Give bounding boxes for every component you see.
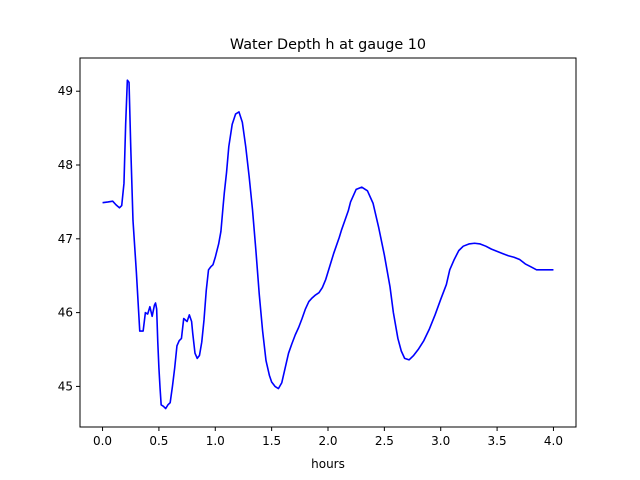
y-axis: 45 46 47 48 49	[58, 84, 80, 393]
x-axis-label: hours	[311, 457, 345, 471]
x-tick-label: 0.0	[93, 434, 112, 448]
y-tick-label: 47	[58, 232, 73, 246]
x-axis: 0.0 0.5 1.0 1.5 2.0 2.5 3.0 3.5 4.0	[93, 427, 563, 448]
series-line-0	[102, 79, 554, 410]
x-tick-label: 3.0	[431, 434, 450, 448]
x-tick-label: 0.5	[149, 434, 168, 448]
y-tick-label: 45	[58, 379, 73, 393]
x-tick-label: 4.0	[544, 434, 563, 448]
y-tick-label: 46	[58, 306, 73, 320]
x-tick-label: 3.5	[488, 434, 507, 448]
y-tick-label: 49	[58, 84, 73, 98]
chart-title: Water Depth h at gauge 10	[230, 37, 426, 53]
x-tick-label: 2.5	[375, 434, 394, 448]
x-tick-label: 1.5	[262, 434, 281, 448]
y-tick-label: 48	[58, 158, 73, 172]
x-tick-label: 1.0	[206, 434, 225, 448]
x-tick-label: 2.0	[318, 434, 337, 448]
